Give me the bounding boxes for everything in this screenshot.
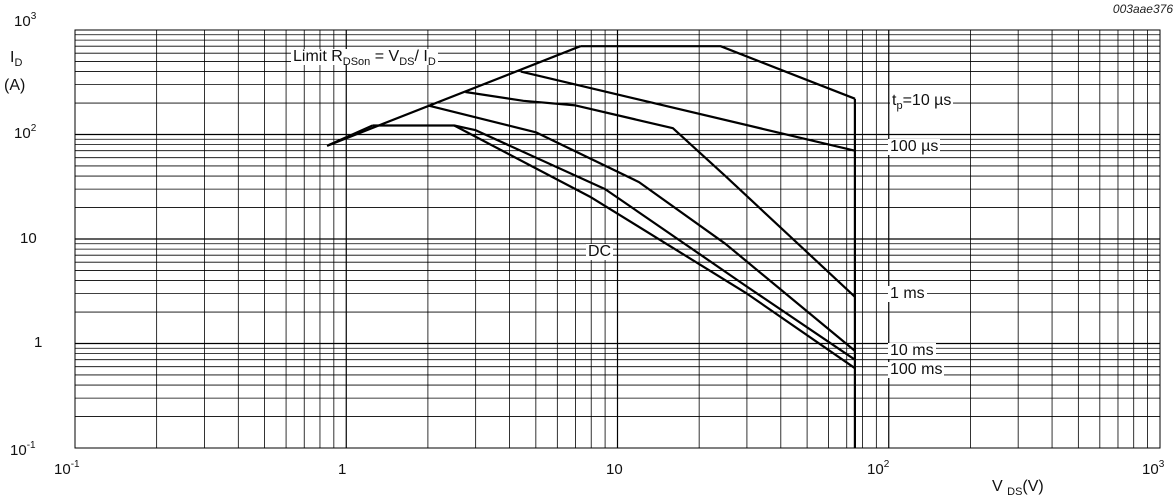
y-tick-0.1-base: 10 — [10, 442, 27, 459]
y-axis-unit: (A) — [4, 77, 26, 94]
label-1ms: 1 ms — [888, 285, 927, 302]
y-axis-label-main: I — [10, 49, 15, 66]
y-tick-1000-base: 10 — [14, 13, 31, 30]
y-tick-1-base: 1 — [34, 334, 43, 351]
y-tick-100-base: 10 — [14, 125, 31, 142]
x-tick-1-base: 1 — [338, 461, 347, 478]
x-tick-0.1-exp: -1 — [70, 459, 80, 470]
plot-frame — [74, 29, 1161, 449]
x-tick-1000-base: 10 — [1142, 461, 1159, 478]
label-10ms: 10 ms — [888, 342, 936, 359]
x-axis-label: V DS(V) — [992, 478, 1044, 498]
y-tick-100-exp: 2 — [30, 123, 37, 134]
series-line-5 — [372, 124, 856, 361]
x-tick-10: 10 — [606, 462, 623, 477]
tp-suffix: =10 µs — [902, 92, 952, 109]
series-line-2 — [520, 70, 856, 152]
x-tick-1000-exp: 3 — [1158, 459, 1165, 470]
series-line-3 — [465, 90, 856, 298]
x-tick-0.1-base: 10 — [54, 461, 71, 478]
series-line-6 — [326, 124, 373, 147]
x-tick-1: 1 — [338, 462, 346, 477]
limit-mid2: / I — [414, 48, 428, 65]
y-tick-1: 1 — [34, 335, 42, 350]
tp-sub: p — [896, 100, 903, 112]
tp-label: tp=10 µs — [890, 92, 954, 112]
series-line-4 — [427, 104, 856, 352]
x-axis-label-unit: (V) — [1022, 478, 1044, 495]
grid — [75, 30, 1160, 448]
x-tick-0.1: 10-1 — [54, 459, 80, 478]
limit-sub1: DSon — [342, 56, 371, 68]
series-line-1 — [580, 45, 856, 100]
y-axis-label-sub: D — [14, 57, 23, 69]
limit-sub3: D — [427, 56, 436, 68]
y-tick-1000-exp: 3 — [30, 11, 37, 22]
limit-mid: = V — [370, 48, 400, 65]
x-tick-100: 102 — [867, 459, 890, 478]
limit-sub2: DS — [399, 56, 415, 68]
series-group — [326, 45, 857, 448]
y-tick-1000: 103 — [14, 11, 37, 30]
series-line-0 — [326, 45, 581, 147]
y-tick-10: 10 — [20, 231, 37, 246]
reference-code: 003aae376 — [1112, 2, 1173, 16]
label-dc: DC — [586, 243, 614, 260]
y-tick-10-base: 10 — [20, 230, 37, 247]
y-tick-0.1: 10-1 — [10, 440, 36, 459]
x-tick-100-exp: 2 — [883, 459, 890, 470]
x-axis-label-main: V — [992, 478, 1003, 495]
limit-prefix: Limit R — [293, 48, 343, 65]
label-100us: 100 µs — [888, 138, 941, 155]
x-tick-100-base: 10 — [867, 461, 884, 478]
x-tick-10-base: 10 — [606, 461, 623, 478]
x-tick-1000: 103 — [1142, 459, 1165, 478]
limit-annotation: Limit RDSon = VDS/ ID — [291, 48, 438, 68]
label-100ms: 100 ms — [888, 361, 945, 378]
tp-prefix: t — [892, 92, 897, 109]
y-tick-0.1-exp: -1 — [26, 440, 36, 451]
series-line-7 — [453, 124, 856, 370]
y-tick-100: 102 — [14, 123, 37, 142]
x-axis-label-sub: DS — [1007, 486, 1023, 498]
y-axis-label: ID — [10, 49, 23, 69]
